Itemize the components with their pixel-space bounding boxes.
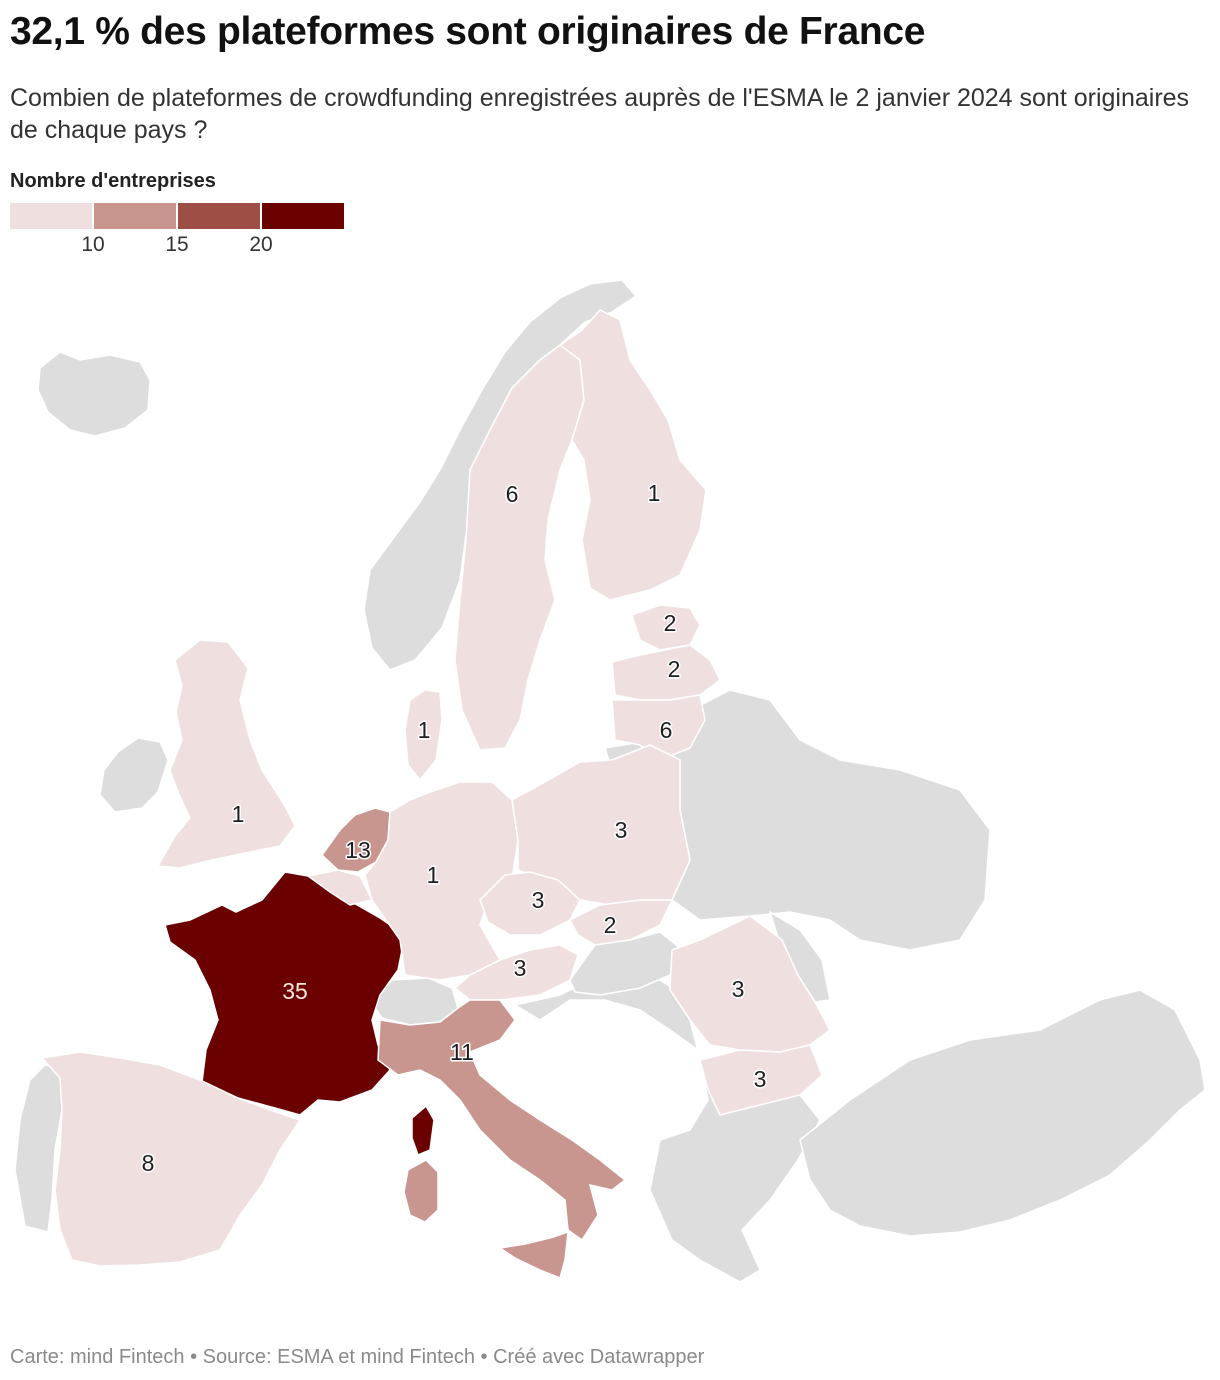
country-estonia[interactable] bbox=[631, 604, 701, 651]
country-spain[interactable] bbox=[40, 1051, 302, 1267]
country-sardinia[interactable] bbox=[403, 1159, 439, 1223]
country-latvia[interactable] bbox=[611, 644, 721, 701]
country-italy[interactable] bbox=[377, 999, 627, 1242]
label-poland: 3 bbox=[615, 817, 628, 843]
legend-tick-20: 20 bbox=[249, 233, 273, 256]
country-iceland[interactable] bbox=[37, 351, 151, 437]
label-united-kingdom: 1 bbox=[232, 801, 245, 827]
country-united-kingdom[interactable] bbox=[156, 639, 296, 869]
legend-title: Nombre d'entreprises bbox=[10, 170, 216, 192]
label-sweden: 6 bbox=[506, 481, 519, 507]
label-finland: 1 bbox=[648, 480, 661, 506]
chart-title: 32,1 % des plateformes sont originaires … bbox=[10, 10, 926, 53]
country-sweden[interactable] bbox=[454, 344, 585, 751]
label-romania: 3 bbox=[732, 976, 745, 1002]
country-norway[interactable] bbox=[363, 279, 638, 671]
legend-ticks: 10 15 20 bbox=[10, 229, 344, 259]
country-germany[interactable] bbox=[364, 781, 519, 981]
label-czechia: 3 bbox=[532, 887, 545, 913]
label-latvia: 2 bbox=[668, 656, 681, 682]
country-lithuania[interactable] bbox=[611, 694, 706, 761]
country-romania[interactable] bbox=[669, 915, 831, 1053]
country-bulgaria[interactable] bbox=[699, 1044, 823, 1116]
label-austria: 3 bbox=[514, 955, 527, 981]
legend-swatch-2 bbox=[94, 203, 176, 229]
country-portugal[interactable] bbox=[14, 1064, 63, 1233]
country-sicily[interactable] bbox=[497, 1230, 569, 1280]
label-lithuania: 6 bbox=[660, 717, 673, 743]
label-france: 35 bbox=[282, 978, 308, 1004]
country-czechia[interactable] bbox=[479, 871, 581, 936]
legend-tick-10: 10 bbox=[81, 233, 105, 256]
country-ireland[interactable] bbox=[99, 737, 169, 813]
legend-swatch-3 bbox=[178, 203, 260, 229]
color-legend: Nombre d'entreprises 10 15 20 bbox=[10, 170, 344, 259]
label-spain: 8 bbox=[142, 1150, 155, 1176]
legend-tick-15: 15 bbox=[165, 233, 189, 256]
country-corsica[interactable] bbox=[411, 1104, 435, 1156]
label-slovakia: 2 bbox=[604, 912, 617, 938]
country-turkey[interactable] bbox=[799, 989, 1206, 1237]
label-netherlands: 13 bbox=[345, 837, 371, 863]
chart-footer: Carte: mind Fintech • Source: ESMA et mi… bbox=[10, 1346, 705, 1368]
legend-swatch-4 bbox=[262, 203, 344, 229]
europe-map: 35 13 11 8 6 6 3 3 3 3 3 2 2 2 1 1 1 1 bbox=[14, 279, 1206, 1283]
label-denmark: 1 bbox=[418, 717, 431, 743]
legend-bar bbox=[10, 203, 344, 229]
label-germany: 1 bbox=[427, 862, 440, 888]
label-estonia: 2 bbox=[664, 610, 677, 636]
legend-swatch-1 bbox=[10, 203, 92, 229]
country-slovakia[interactable] bbox=[568, 899, 674, 946]
label-italy: 11 bbox=[450, 1039, 474, 1065]
label-bulgaria: 3 bbox=[754, 1066, 767, 1092]
country-finland[interactable] bbox=[558, 309, 707, 601]
chart-subtitle: Combien de plateformes de crowdfunding e… bbox=[10, 84, 1190, 144]
country-denmark[interactable] bbox=[404, 689, 443, 782]
